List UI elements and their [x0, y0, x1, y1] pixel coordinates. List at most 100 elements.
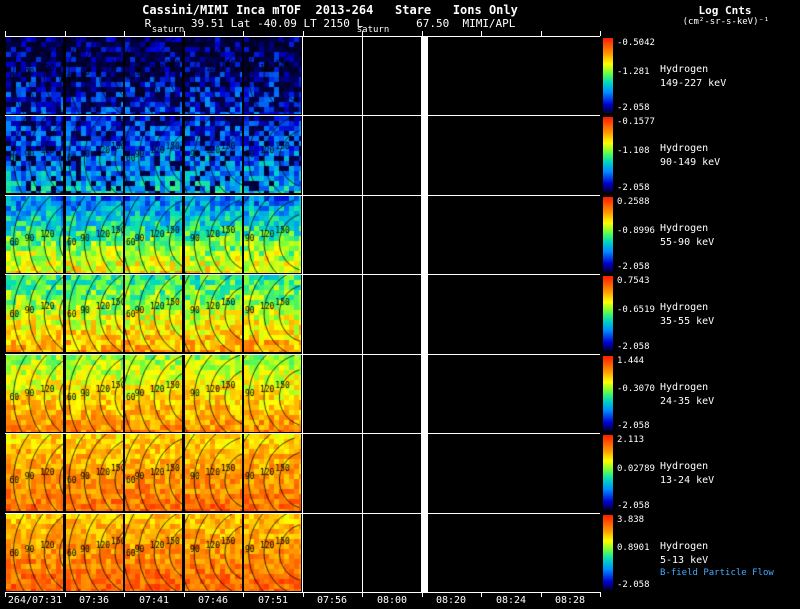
- time-axis-label: 264/07:31: [7, 595, 63, 606]
- heatmap-panel-r0c2: [125, 37, 182, 114]
- colorbar-mid-label: 0.8901: [617, 543, 650, 553]
- heatmap-panel-r6c1: [65, 514, 123, 591]
- heatmap-panel-r1c3: [184, 116, 242, 193]
- axis-tick-top: [600, 31, 601, 36]
- row-species-label: Hydrogen: [660, 302, 709, 313]
- bfield-flow-note: B-field Particle Flow: [660, 568, 774, 578]
- heatmap-panel-r2c4: [244, 196, 301, 273]
- colorbar-r2: [603, 197, 613, 272]
- heatmap-panel-r4c2: [125, 355, 182, 432]
- row-species-label: Hydrogen: [660, 461, 709, 472]
- axis-tick-bottom: [303, 592, 304, 597]
- colorbar-r1: [603, 117, 613, 192]
- axis-tick-top: [362, 31, 363, 36]
- time-axis-label: 08:24: [495, 595, 527, 606]
- heatmap-panel-r6c2: [125, 514, 182, 591]
- heatmap-panel-r5c2: [125, 434, 182, 511]
- heatmap-panel-r4c4: [244, 355, 301, 432]
- row-species-label: Hydrogen: [660, 382, 709, 393]
- page-title: Cassini/MIMI Inca mTOF 2013-264 Stare Io…: [142, 3, 518, 17]
- colorbar-max-label: 2.113: [617, 435, 645, 445]
- heatmap-panel-r4c3: [184, 355, 242, 432]
- saturn-label: saturn: [151, 25, 185, 35]
- row-energy-label: 5-13 keV: [660, 555, 709, 566]
- saturn-label: saturn: [356, 25, 390, 35]
- axis-tick-top: [5, 31, 6, 36]
- time-axis-label: 08:00: [376, 595, 408, 606]
- subtitle-geometry: R 39.51 Lat -40.09 LT 2150 L 67.50 MIMI/…: [144, 17, 516, 30]
- colorbar-max-label: 0.7543: [617, 276, 650, 286]
- heatmap-panel-r3c2: [125, 275, 182, 352]
- colorbar-mid-label: -0.6519: [617, 305, 655, 315]
- axis-tick-top: [541, 31, 542, 36]
- heatmap-panel-r0c4: [244, 37, 301, 114]
- colorbar-mid-label: -0.8996: [617, 226, 655, 236]
- colorbar-r3: [603, 276, 613, 351]
- axis-tick-bottom: [422, 592, 423, 597]
- colorbar-r6: [603, 515, 613, 590]
- heatmap-panel-r4c0: [6, 355, 63, 432]
- heatmap-panel-r4c1: [65, 355, 123, 432]
- colorbar-min-label: -2.058: [617, 103, 650, 113]
- heatmap-panel-r6c4: [244, 514, 301, 591]
- column-separator-line: [362, 36, 363, 592]
- colorbar-mid-label: -0.3070: [617, 384, 655, 394]
- row-separator-line: [5, 592, 600, 593]
- heatmap-panel-r1c1: [65, 116, 123, 193]
- heatmap-panel-r6c0: [6, 514, 63, 591]
- colorbar-max-label: -0.1577: [617, 117, 655, 127]
- heatmap-panel-r3c4: [244, 275, 301, 352]
- axis-tick-bottom: [184, 592, 185, 597]
- heatmap-panel-r6c3: [184, 514, 242, 591]
- colorbar-min-label: -2.058: [617, 262, 650, 272]
- row-energy-label: 90-149 keV: [660, 157, 721, 168]
- colorbar-r4: [603, 356, 613, 431]
- heatmap-panel-r1c0: [6, 116, 63, 193]
- row-energy-label: 55-90 keV: [660, 237, 715, 248]
- axis-tick-bottom: [124, 592, 125, 597]
- row-energy-label: 149-227 keV: [660, 78, 727, 89]
- column-separator-line: [302, 36, 303, 592]
- colorbar-max-label: 3.838: [617, 515, 645, 525]
- axis-tick-bottom: [541, 592, 542, 597]
- colorbar-mid-label: -1.108: [617, 146, 650, 156]
- axis-tick-bottom: [600, 592, 601, 597]
- row-species-label: Hydrogen: [660, 223, 709, 234]
- heatmap-panel-r3c0: [6, 275, 63, 352]
- row-species-label: Hydrogen: [660, 143, 709, 154]
- axis-tick-bottom: [362, 592, 363, 597]
- colorbar-max-label: 1.444: [617, 356, 645, 366]
- time-axis-label: 07:36: [78, 595, 110, 606]
- axis-tick-bottom: [243, 592, 244, 597]
- colorbar-r0: [603, 38, 613, 113]
- row-species-label: Hydrogen: [660, 541, 709, 552]
- time-axis-label: 07:41: [138, 595, 170, 606]
- heatmap-panel-r1c4: [244, 116, 301, 193]
- axis-tick-bottom: [5, 592, 6, 597]
- axis-tick-top: [124, 31, 125, 36]
- axis-tick-top: [243, 31, 244, 36]
- row-energy-label: 24-35 keV: [660, 396, 715, 407]
- colorbar-min-label: -2.058: [617, 580, 650, 590]
- row-species-label: Hydrogen: [660, 64, 709, 75]
- axis-tick-bottom: [481, 592, 482, 597]
- axis-tick-top: [184, 31, 185, 36]
- time-axis-label: 07:51: [257, 595, 289, 606]
- heatmap-panel-r0c3: [184, 37, 242, 114]
- heatmap-panel-r5c1: [65, 434, 123, 511]
- axis-tick-bottom: [65, 592, 66, 597]
- heatmap-panel-r2c2: [125, 196, 182, 273]
- colorbar-r5: [603, 435, 613, 510]
- colorbar-units: (cm²-sr-s-keV)⁻¹: [682, 17, 770, 27]
- time-axis-label: 08:28: [554, 595, 586, 606]
- axis-tick-top: [481, 31, 482, 36]
- time-axis-label: 07:56: [316, 595, 348, 606]
- axis-tick-top: [303, 31, 304, 36]
- time-axis-label: 08:20: [435, 595, 467, 606]
- colorbar-min-label: -2.058: [617, 501, 650, 511]
- colorbar-mid-label: 0.02789: [617, 464, 655, 474]
- heatmap-panel-r3c3: [184, 275, 242, 352]
- heatmap-panel-r0c1: [65, 37, 123, 114]
- heatmap-panel-r2c3: [184, 196, 242, 273]
- heatmap-panel-r5c0: [6, 434, 63, 511]
